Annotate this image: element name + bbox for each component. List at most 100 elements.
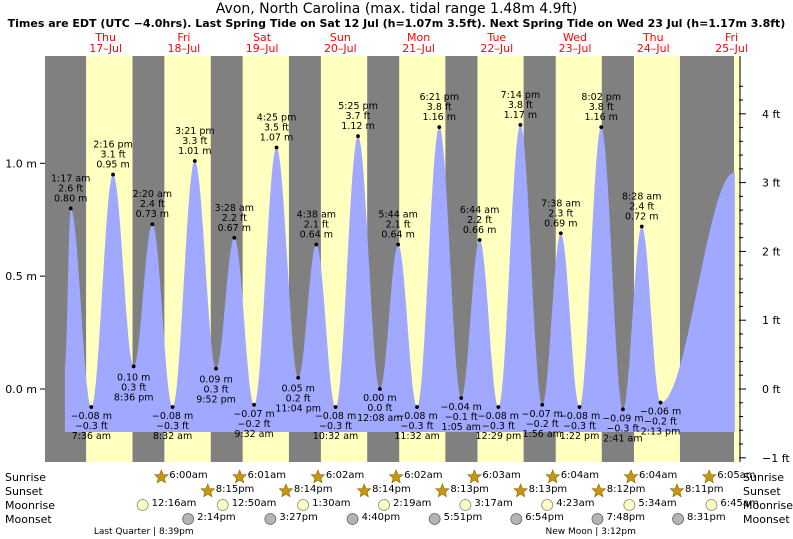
tide-low-height-m-label: −0.07 m [522, 409, 563, 420]
tide-high-height-ft-label: 2.2 ft [222, 213, 247, 224]
tide-low-height-m-label: 0.05 m [281, 384, 314, 395]
sunrise-icon [153, 469, 169, 484]
chart-subtitle: Times are EDT (UTC −4.0hrs). Last Spring… [7, 17, 786, 30]
moonset-icon [346, 513, 359, 525]
moonset-icon [672, 513, 684, 525]
tide-low-time-label: 9:32 am [234, 429, 273, 440]
sunset-time-label: 8:11pm [684, 484, 724, 495]
moonrise-time-label: 4:23am [556, 498, 595, 509]
tide-low-dot [496, 405, 501, 409]
day-header-dow: Fri [725, 31, 738, 44]
day-header-dow: Mon [407, 31, 430, 44]
tide-low-dot [377, 387, 382, 391]
tide-high-dot [356, 134, 360, 139]
moonset-time-label: 8:31pm [687, 512, 726, 523]
low-tide-labels: −0.08 m−0.3 ft7:36 am0.10 m0.3 ft8:36 pm… [71, 372, 682, 444]
sunset-row-label-right: Sunset [743, 485, 781, 498]
tide-low-height-m-label: −0.06 m [640, 407, 681, 418]
tide-high-height-ft-label: 3.8 ft [427, 102, 452, 113]
tide-high-time-label: 5:25 pm [338, 101, 378, 112]
day-header-date: 19–Jul [246, 42, 279, 55]
day-header-dow: Wed [563, 31, 587, 44]
day-header-date: 21–Jul [402, 42, 435, 55]
tide-high-dot [396, 242, 401, 247]
sunrise-time-label: 6:05am [717, 470, 756, 481]
sunset-icon [513, 483, 529, 498]
tide-low-dot [131, 364, 136, 369]
moonset-time-label: 7:48pm [606, 512, 646, 523]
day-header-date: 23–Jul [559, 42, 592, 55]
tide-low-dot [170, 405, 175, 409]
sunrise-icon [545, 469, 561, 484]
sunset-icon [669, 483, 685, 498]
tide-low-time-label: 2:41 am [603, 433, 642, 444]
tide-low-dot [621, 407, 625, 412]
tide-high-time-label: 8:28 am [622, 191, 661, 202]
tide-low-height-ft-label: 0.3 ft [204, 385, 229, 396]
tide-low-dot [540, 402, 545, 407]
tide-low-height-ft-label: −0.3 ft [75, 421, 108, 432]
day-header-date: 22–Jul [480, 42, 513, 55]
moonset-icon [428, 513, 441, 525]
tide-low-height-m-label: 0.10 m [117, 372, 150, 383]
tide-high-time-label: 4:25 pm [257, 112, 297, 123]
tide-high-dot [314, 242, 319, 247]
tide-high-time-label: 6:44 am [460, 205, 499, 216]
tide-high-height-ft-label: 2.3 ft [548, 208, 573, 219]
tide-low-dot [658, 400, 663, 405]
tide-low-height-m-label: −0.04 m [441, 402, 482, 413]
moonrise-icon [136, 499, 149, 511]
tide-low-height-m-label: −0.08 m [559, 411, 600, 422]
tide-low-time-label: 12:29 pm [476, 431, 522, 442]
sunset-icon [278, 483, 294, 498]
tide-high-dot [599, 125, 604, 130]
moonrise-time-label: 5:34am [638, 498, 677, 509]
tide-high-height-m-label: 1.12 m [341, 121, 374, 132]
day-header-dow: Thu [94, 31, 116, 44]
tide-low-height-m-label: −0.08 m [478, 411, 519, 422]
sunrise-time-label: 6:03am [482, 470, 521, 481]
sunrise-icon [232, 469, 248, 484]
tide-low-height-ft-label: 0.2 ft [286, 394, 311, 405]
tide-high-height-m-label: 0.80 m [54, 193, 87, 204]
moonset-time-label: 3:27pm [279, 512, 318, 523]
day-header-date: 18–Jul [167, 42, 200, 55]
day-header-dow: Sat [253, 31, 272, 44]
axes: 0.0 m 0.5 m 1.0 m −1 ft 0 ft 1 ft 2 ft 3 ft 4 ft [5, 56, 790, 465]
tide-low-height-m-label: −0.09 m [602, 413, 643, 424]
tide-high-height-ft-label: 3.7 ft [345, 111, 370, 122]
sunrise-icon [467, 469, 482, 484]
tide-area [64, 124, 735, 433]
moonset-time-label: 6:54pm [525, 512, 564, 523]
tide-low-time-label: 11:32 am [394, 431, 439, 442]
moonrise-row-label-right: Moonrise [743, 499, 793, 512]
sunrise-time-label: 6:04am [560, 470, 600, 481]
moonset-row-label-right: Moonset [743, 513, 790, 526]
sunrise-time-label: 6:04am [638, 470, 678, 481]
moonrise-time-label: 12:16am [151, 498, 197, 509]
tide-high-height-ft-label: 2.1 ft [304, 220, 329, 231]
day-header-dow: Tue [486, 31, 506, 44]
tide-high-height-m-label: 0.64 m [381, 230, 414, 241]
tide-high-time-label: 3:21 pm [175, 126, 215, 137]
tide-low-dot [252, 402, 256, 407]
tide-high-height-m-label: 1.17 m [504, 110, 537, 121]
tide-low-height-m-label: −0.07 m [233, 409, 274, 420]
tide-low-dot [415, 405, 419, 409]
tide-high-dot [274, 145, 279, 150]
day-header-date: 17–Jul [89, 42, 122, 55]
tide-high-height-ft-label: 3.1 ft [101, 150, 126, 161]
day-headers: Thu17–JulFri18–JulSat19–JulSun20–JulMon2… [89, 31, 748, 55]
tide-low-height-m-label: −0.08 m [152, 411, 193, 422]
daylight-band [734, 56, 740, 462]
tide-low-time-label: 1:56 am [523, 429, 562, 440]
tide-low-time-label: 1:05 am [441, 422, 480, 433]
day-header-dow: Thu [642, 31, 664, 44]
tide-low-time-label: 8:32 am [153, 431, 192, 442]
tide-high-height-m-label: 0.72 m [625, 211, 658, 222]
tide-low-dot [333, 405, 338, 409]
sunset-time-label: 8:14pm [372, 484, 411, 495]
left-axis-tick-label: 0.5 m [5, 270, 37, 283]
tide-low-height-ft-label: −0.3 ft [156, 421, 189, 432]
tide-high-time-label: 7:14 pm [501, 90, 541, 101]
